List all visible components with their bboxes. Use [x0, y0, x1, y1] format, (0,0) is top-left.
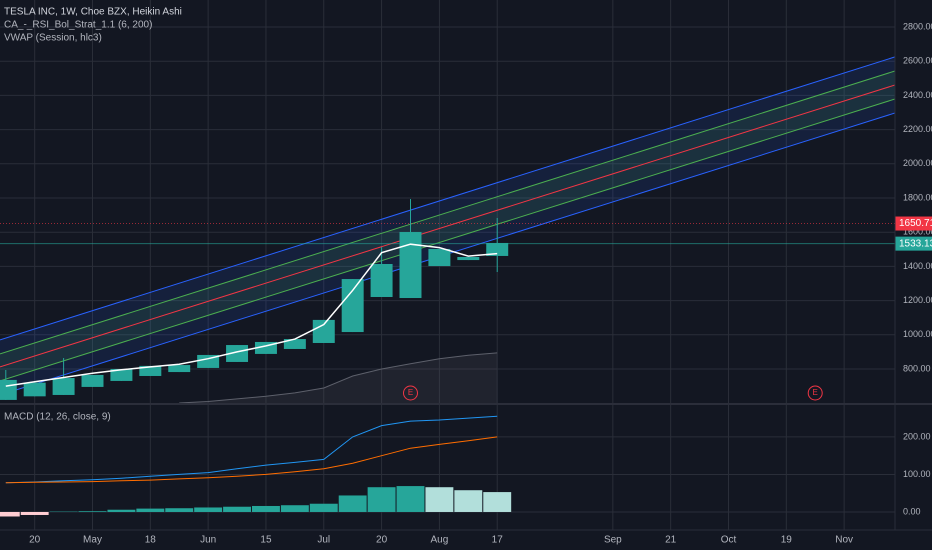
price-tag-label: 1533.13 [899, 238, 932, 249]
channel-line [0, 56, 895, 341]
y-tick-label: 800.00 [903, 363, 931, 373]
y-tick-label: 2800.00 [903, 21, 932, 31]
macd-line [5, 415, 498, 484]
histogram-bar [309, 503, 338, 512]
y-tick-label: 100.00 [903, 469, 931, 479]
candle-body [139, 365, 162, 376]
histogram-bar [338, 495, 367, 512]
candle-body [110, 368, 133, 381]
earnings-label: E [408, 388, 413, 397]
histogram-bar [0, 511, 20, 517]
histogram-bar [194, 507, 223, 512]
x-tick-label: May [83, 535, 102, 546]
x-tick-label: 20 [376, 535, 388, 546]
chart-title: TESLA INC, 1W, Choe BZX, Heikin Ashi [4, 7, 182, 18]
x-tick-label: Jun [200, 535, 216, 546]
y-tick-label: 200.00 [903, 431, 931, 441]
candle-body [168, 365, 191, 373]
y-tick-label: 2000.00 [903, 158, 932, 168]
candle-body [52, 378, 75, 395]
x-tick-label: 20 [29, 535, 41, 546]
x-tick-label: 15 [260, 535, 272, 546]
histogram-bar [107, 509, 136, 512]
y-tick-label: 1200.00 [903, 295, 932, 305]
candle-body [283, 339, 306, 349]
candle-body [197, 354, 220, 368]
histogram-bar [223, 506, 252, 512]
volume-line [179, 352, 498, 403]
candle-body [428, 248, 451, 267]
x-tick-label: Jul [317, 535, 330, 546]
x-tick-label: 21 [665, 535, 677, 546]
candle-body [399, 232, 422, 299]
candle-body [0, 379, 17, 400]
indicator-label: CA_-_RSI_Bol_Strat_1.1 (6, 200) [4, 20, 152, 31]
histogram-bar [20, 511, 49, 515]
price-tag [895, 216, 932, 231]
volume-area [179, 352, 498, 403]
price-tag-label: 1650.71 [899, 218, 932, 229]
x-tick-label: Nov [835, 535, 853, 546]
x-tick-label: Oct [721, 535, 737, 546]
histogram-bar [165, 508, 194, 512]
y-tick-label: 1000.00 [903, 329, 932, 339]
macd-line [5, 436, 498, 484]
price-tag [895, 236, 932, 251]
y-tick-label: 2600.00 [903, 56, 932, 66]
histogram-bar [425, 487, 454, 512]
candle-body [226, 345, 249, 362]
channel-line [0, 70, 895, 355]
candle-body [23, 382, 46, 397]
histogram-bar [136, 508, 165, 512]
macd-pane [0, 405, 895, 530]
candle-body [370, 263, 393, 297]
histogram-bar [367, 487, 396, 512]
histogram-bar [483, 492, 512, 512]
x-tick-label: 18 [145, 535, 157, 546]
y-tick-label: 0.00 [903, 506, 921, 516]
histogram-bar [454, 490, 483, 512]
x-tick-label: Sep [604, 535, 622, 546]
macd-title: MACD (12, 26, close, 9) [4, 412, 111, 423]
axes: 20 May 18 Jun 15 Jul 20 Aug 17 Sep 21 Oct 19 Nov 800.0… [29, 21, 932, 546]
candle-body [457, 256, 480, 261]
histogram-bar [252, 505, 280, 512]
channel-line [0, 84, 895, 368]
histogram-bar [396, 486, 425, 512]
histogram-bar [280, 505, 309, 512]
histogram-bar [78, 511, 107, 512]
earnings-marker [402, 385, 418, 401]
x-tick-label: 19 [781, 535, 793, 546]
y-tick-label: 2400.00 [903, 90, 932, 100]
vwap-line [5, 243, 498, 387]
candle-body [486, 242, 509, 256]
earnings-marker [807, 385, 823, 401]
earnings-label: E [813, 388, 818, 397]
candle-body [312, 319, 335, 343]
y-tick-label: 1600.00 [903, 227, 932, 237]
channel-line [0, 98, 895, 382]
candle-body [254, 341, 277, 354]
indicator-label: VWAP (Session, hlc3) [4, 33, 102, 44]
candle-body [341, 279, 364, 333]
x-tick-label: Aug [431, 535, 449, 546]
x-tick-label: 17 [492, 535, 504, 546]
candle-body [81, 374, 104, 387]
y-tick-label: 1800.00 [903, 192, 932, 202]
y-tick-label: 1400.00 [903, 261, 932, 271]
y-tick-label: 2200.00 [903, 124, 932, 134]
